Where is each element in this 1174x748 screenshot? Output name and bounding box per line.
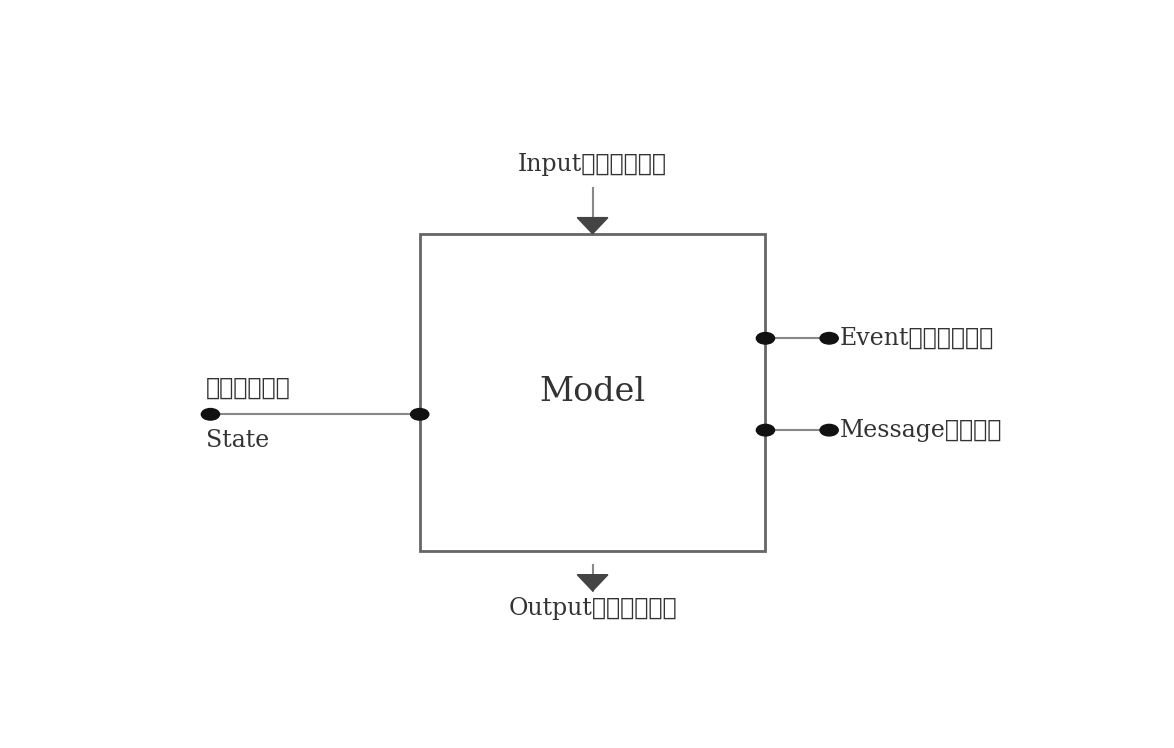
Text: Event｛实现代码｝: Event｛实现代码｝: [841, 327, 994, 350]
Circle shape: [819, 333, 838, 344]
Circle shape: [756, 424, 775, 436]
Circle shape: [411, 408, 429, 420]
Text: State: State: [205, 429, 269, 452]
Text: Output（参数列表）: Output（参数列表）: [508, 597, 677, 619]
Text: （参数列表）: （参数列表）: [205, 377, 291, 400]
Circle shape: [756, 333, 775, 344]
Text: Message（参数）: Message（参数）: [841, 419, 1003, 441]
Circle shape: [202, 408, 220, 420]
Text: Input（参数列表）: Input（参数列表）: [518, 153, 667, 177]
Polygon shape: [578, 574, 608, 591]
Bar: [420, 233, 765, 551]
Polygon shape: [578, 218, 608, 233]
Text: Model: Model: [540, 376, 646, 408]
Circle shape: [819, 424, 838, 436]
